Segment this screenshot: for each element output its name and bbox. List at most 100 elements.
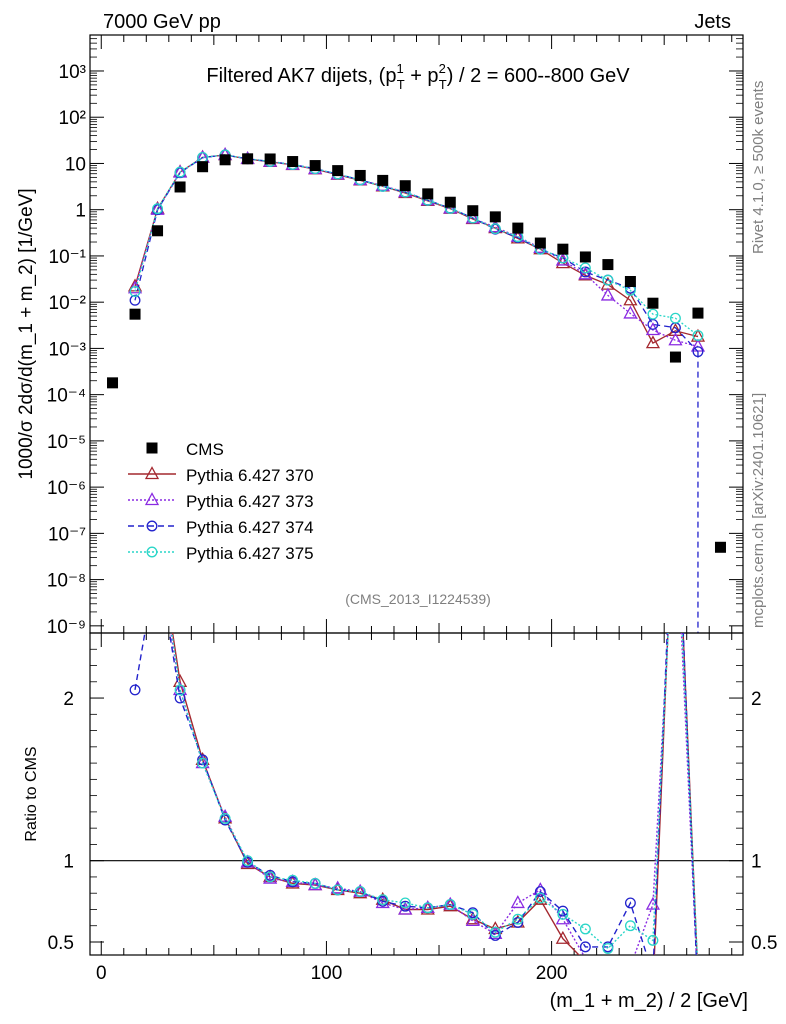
ratio-point (489, 926, 501, 938)
legend-marker (146, 442, 158, 454)
ratio-y-label: Ratio to CMS (23, 746, 40, 841)
legend: CMS Pythia 6.427 370 Pythia 6.427 373 Pythi… (128, 440, 314, 563)
main-y-label: 1000/σ 2dσ/d(m_1 + m_2) [1/GeV] (16, 188, 37, 479)
cms-data-point (422, 188, 434, 200)
ratio-point (557, 905, 569, 917)
ratio-point (602, 943, 614, 954)
series-point (174, 166, 186, 178)
cms-data-point (512, 222, 524, 234)
series-point (668, 322, 683, 336)
main-y-axis: 10⁻⁹ 10⁻⁸ 10⁻⁷ 10⁻⁶ 10⁻⁵ 10⁻⁴ 10⁻³ 10⁻² 10⁻¹ 1 10 1… (47, 34, 743, 638)
ratio-point (444, 899, 456, 911)
cms-data-point (399, 180, 411, 192)
series-point (623, 292, 638, 306)
legend-marker (144, 492, 160, 506)
cms-data-point (444, 196, 456, 208)
series-point (579, 262, 591, 274)
main-y-tick-label: 10⁻³ (49, 339, 87, 360)
cms-data-point (534, 237, 546, 249)
ratio-point (534, 886, 546, 898)
series-pythia-6.427-374 (129, 149, 704, 358)
main-y-tick-label: 10 (65, 154, 86, 175)
legend-label: Pythia 6.427 370 (186, 466, 314, 485)
ratio-plot-frame (89, 632, 744, 956)
main-y-tick-label: 10⁻⁶ (47, 478, 86, 499)
cms-data-point (579, 251, 591, 263)
ratio-series-group (90, 633, 743, 955)
cms-data-point (669, 351, 681, 363)
cms-data-point (174, 181, 186, 193)
series-line (134, 154, 699, 353)
ratio-point (533, 891, 548, 905)
ratio-point (533, 882, 548, 896)
series-pythia-6.427-373 (127, 147, 706, 352)
site-label: mcplots.cern.ch [arXiv:2401.10621] (750, 393, 767, 628)
series-line (134, 154, 699, 348)
ratio-point (399, 897, 411, 909)
ratio-point (242, 855, 254, 867)
ratio-y-tick-label: 1 (63, 852, 74, 873)
x-tick-label: 100 (311, 963, 343, 984)
ratio-y-tick-label: 0.5 (48, 933, 74, 954)
ratio-point (624, 920, 636, 932)
ratio-point (399, 900, 411, 912)
ratio-point (467, 908, 479, 920)
ratio-point (510, 895, 525, 909)
ratio-point (512, 913, 524, 925)
legend-label: Pythia 6.427 373 (186, 492, 314, 511)
cms-data-point (557, 243, 569, 255)
ratio-series-pythia-6.427-375 (171, 633, 698, 955)
ratio-point (647, 934, 659, 946)
ratio-point (129, 684, 141, 696)
cms-data-point (332, 165, 344, 177)
main-y-tick-label: 10⁻⁹ (47, 617, 86, 638)
ratio-point (263, 870, 278, 884)
cms-data-point (692, 307, 704, 319)
ratio-point (489, 930, 501, 941)
ratio-point (398, 901, 413, 915)
main-y-tick-label: 10³ (59, 62, 86, 83)
main-y-tick-label: 10² (59, 108, 86, 129)
legend-marker (146, 546, 158, 558)
series-point (129, 286, 141, 297)
header-right: Jets (694, 11, 731, 33)
ratio-point (264, 871, 276, 883)
series-point (489, 223, 501, 235)
cms-data-point (197, 161, 209, 173)
series-point (668, 332, 683, 346)
series-line (134, 154, 699, 344)
ratio-point (330, 880, 345, 894)
series-pythia-6.427-370 (127, 147, 706, 349)
x-axis-label: (m_1 + m_2) / 2 [GeV] (550, 990, 748, 1012)
series-cms (107, 153, 726, 553)
ratio-point (174, 684, 186, 696)
main-y-tick-label: 10⁻⁷ (48, 524, 86, 545)
main-x-ticks (100, 35, 733, 633)
series-point (579, 266, 591, 278)
series-point (600, 287, 615, 301)
ratio-point (354, 886, 366, 898)
cms-data-point (107, 377, 119, 389)
main-y-tick-label: 10⁻⁴ (47, 386, 86, 407)
cms-data-point (624, 275, 636, 287)
ratio-y-tick-label: 2 (63, 689, 74, 710)
cms-data-point (602, 259, 614, 271)
cms-data-point (219, 154, 231, 166)
ratio-point (332, 884, 344, 896)
cms-data-point (354, 169, 366, 181)
legend-label: Pythia 6.427 374 (186, 518, 314, 537)
legend-marker (146, 520, 158, 532)
ratio-y-tick-label-right: 1 (751, 852, 762, 873)
main-y-tick-label: 1 (75, 201, 86, 222)
series-point (152, 203, 164, 215)
series-point (692, 330, 704, 341)
ratio-x-ticks: 0 100 200 (96, 633, 733, 984)
main-series-group (107, 147, 726, 633)
ratio-point (197, 757, 209, 769)
ratio-point (557, 908, 569, 920)
ratio-point (624, 897, 636, 909)
ratio-y-tick-label-right: 0.5 (751, 933, 777, 954)
series-line (134, 154, 699, 337)
main-y-tick-label: 10⁻⁵ (47, 432, 86, 453)
